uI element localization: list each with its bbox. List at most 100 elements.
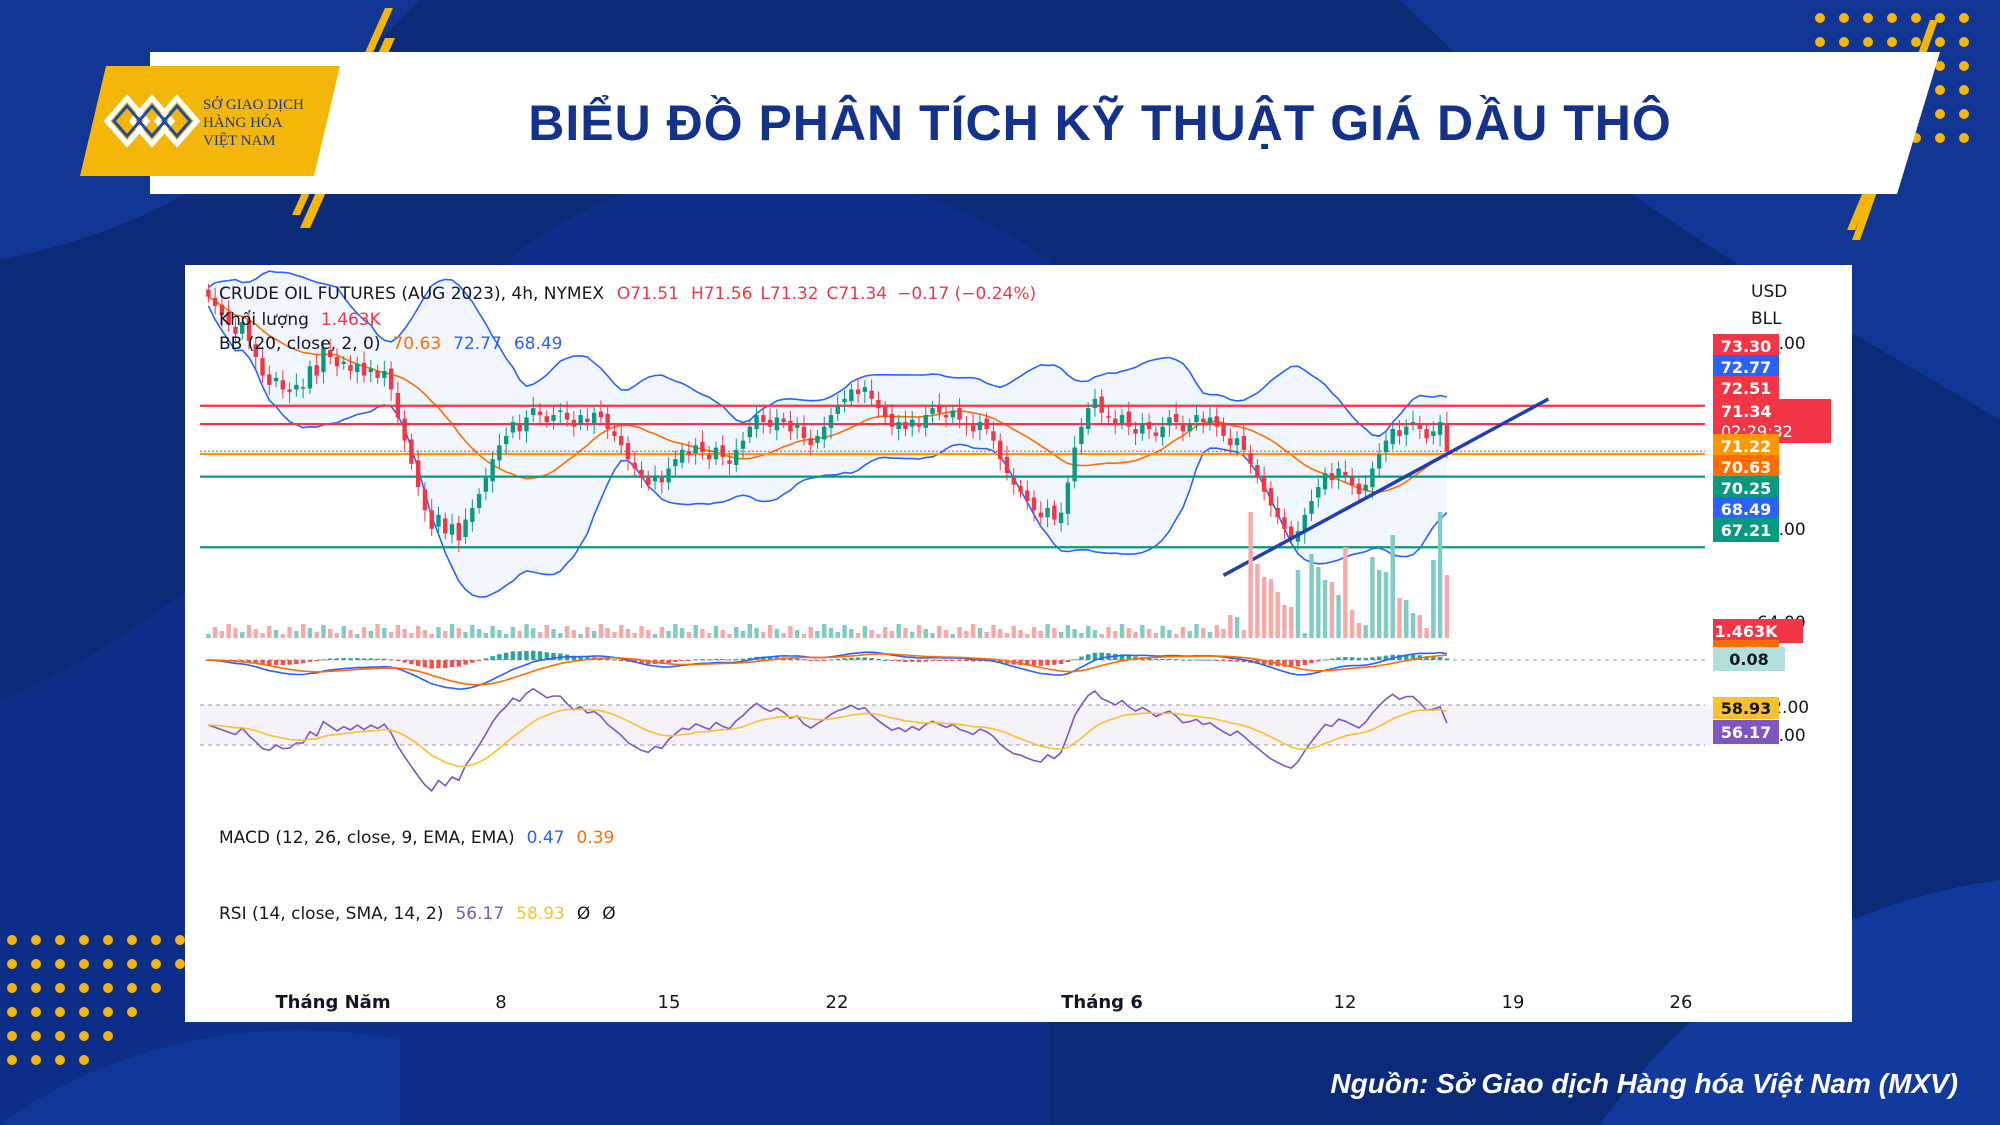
candle-body <box>1173 413 1179 423</box>
price-tag-bg <box>1713 334 1779 358</box>
candle-body <box>1275 507 1280 518</box>
volume-bar <box>1018 630 1023 638</box>
candle-body <box>1038 512 1044 518</box>
macd-hist-bar <box>503 652 509 660</box>
macd-hist-bar <box>673 660 678 662</box>
macd-hist-bar <box>348 658 353 660</box>
candle <box>456 515 461 552</box>
candle-body <box>1004 456 1010 474</box>
macd-hist-bar <box>1349 657 1355 660</box>
macd-hist-bar <box>443 660 448 669</box>
candle <box>1133 421 1138 446</box>
candle-body <box>1437 422 1443 435</box>
candle <box>240 316 245 340</box>
candle <box>1282 508 1287 539</box>
macd-hist-bar <box>321 659 326 661</box>
candle-body <box>524 417 529 432</box>
candle-body <box>206 289 211 297</box>
candle <box>1336 461 1341 490</box>
macd-value-1: 0.47 <box>527 828 565 848</box>
bb-fill <box>208 271 1447 597</box>
trendline-line <box>1222 397 1550 577</box>
volume-bar <box>828 628 834 638</box>
logo <box>80 66 340 176</box>
decor-dot <box>1935 37 1945 47</box>
candle-body <box>598 411 604 418</box>
candle <box>429 498 434 537</box>
macd-legend-label: MACD (12, 26, close, 9, EMA, EMA) <box>219 828 515 848</box>
volume-bar <box>368 631 374 638</box>
decor-dot <box>1911 37 1921 47</box>
volume-bar <box>727 634 732 638</box>
volume-bar <box>1356 623 1362 638</box>
candle-body <box>1417 424 1422 429</box>
volume-bar <box>720 630 725 638</box>
volume-bar <box>1295 570 1301 638</box>
candle-body <box>605 413 610 429</box>
candle-body <box>1167 417 1172 426</box>
volume-bar <box>571 630 577 638</box>
volume-bar <box>1221 629 1226 638</box>
macd-hist-bar <box>1079 656 1084 660</box>
volume-bar <box>889 631 895 638</box>
macd-hist-bar <box>950 660 956 661</box>
candle-body <box>483 477 489 492</box>
volume-bar <box>1207 632 1213 638</box>
candle-body <box>1221 423 1226 436</box>
candle <box>233 318 238 344</box>
candle <box>720 435 725 466</box>
candle-body <box>632 462 637 469</box>
macd-hist-bar <box>794 658 800 660</box>
volume-bar <box>1011 626 1016 638</box>
macd-hist-bar <box>1038 660 1044 666</box>
volume-bar <box>693 625 698 638</box>
candle-body <box>774 417 780 431</box>
price-tag-bg <box>1713 720 1779 744</box>
macd-hist-bar <box>815 660 820 661</box>
candle-body <box>1092 398 1098 409</box>
candle <box>1437 414 1443 447</box>
price-tag-text: 71.22 <box>1721 437 1772 456</box>
price-tag-text: 56.17 <box>1721 723 1772 742</box>
candle-body <box>876 399 881 409</box>
candle-body <box>903 422 908 429</box>
candle-body <box>930 408 935 414</box>
macd-hist-bar <box>862 657 868 660</box>
volume-bar <box>1289 607 1294 638</box>
volume-bar <box>1322 580 1328 638</box>
candle-body <box>943 415 949 418</box>
candle-body <box>815 435 820 443</box>
candle-body <box>321 347 326 373</box>
candle-body <box>869 390 874 399</box>
candle-body <box>571 419 577 427</box>
macd-hist-bar <box>788 658 793 660</box>
macd-hist-bar <box>456 660 461 667</box>
volume-bar <box>483 633 489 638</box>
x-axis: Tháng Năm 8 15 22 Tháng 6 12 19 26 <box>275 992 1692 1013</box>
candle-body <box>341 361 346 364</box>
volume-bar <box>842 625 847 638</box>
decor-dot <box>7 959 17 969</box>
volume-bar <box>449 624 455 638</box>
macd-hist-bar <box>334 658 340 660</box>
candle <box>571 411 577 437</box>
price-tag-text: 71.34 <box>1721 402 1772 421</box>
volume-bar <box>429 634 434 638</box>
candle-body <box>395 393 401 418</box>
candle <box>341 355 346 370</box>
candle <box>679 444 685 469</box>
candle <box>639 461 644 488</box>
candle-body <box>679 449 685 463</box>
candle <box>943 406 949 428</box>
candle <box>1031 490 1037 522</box>
candle-body <box>686 451 692 455</box>
candle-body <box>998 440 1003 460</box>
candle <box>1099 389 1104 425</box>
candle-body <box>693 445 698 454</box>
macd-pane <box>205 650 1705 691</box>
volume-bar <box>957 627 962 638</box>
macd-hist-bar <box>1410 654 1416 660</box>
macd-hist-bar <box>395 660 401 661</box>
volume-bar <box>625 629 631 638</box>
macd-value-2: 0.39 <box>576 828 614 848</box>
